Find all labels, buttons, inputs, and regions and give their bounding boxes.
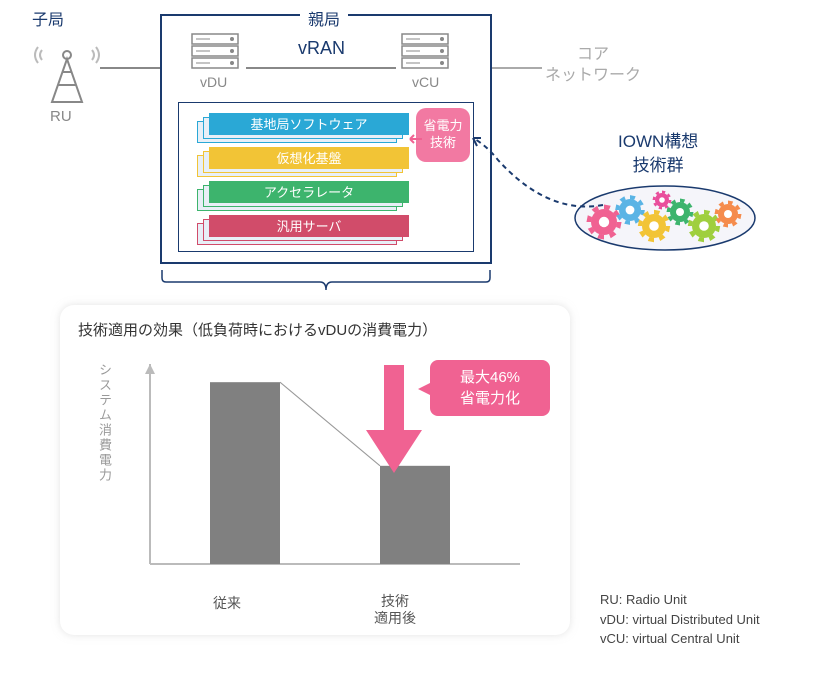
bracket-icon xyxy=(160,268,492,299)
stack-layer-0: 基地局ソフトウェア xyxy=(209,113,409,135)
power-saving-badge: 省電力 技術 xyxy=(416,108,470,162)
vcu-server-icon xyxy=(400,32,450,77)
vdu-server-icon xyxy=(190,32,240,77)
badge-arrow-icon xyxy=(406,132,422,151)
ru-label: RU xyxy=(50,108,72,125)
legend-vdu: vDU: virtual Distributed Unit xyxy=(600,610,760,630)
vran-label: vRAN xyxy=(298,38,345,59)
legend-box: RU: Radio Unit vDU: virtual Distributed … xyxy=(600,590,760,649)
chart-panel: 技術適用の効果（低負荷時におけるvDUの消費電力） システム消費電力 従来 技術… xyxy=(60,305,570,635)
child-station-label: 子局 xyxy=(32,6,64,30)
parent-station-text: 親局 xyxy=(308,12,340,29)
chart-title: 技術適用の効果（低負荷時におけるvDUの消費電力） xyxy=(60,305,570,346)
down-arrow-icon xyxy=(366,365,422,480)
legend-vcu: vCU: virtual Central Unit xyxy=(600,629,760,649)
vcu-label: vCU xyxy=(412,74,439,90)
link-ru-parent xyxy=(100,67,160,69)
vdu-label: vDU xyxy=(200,74,227,90)
callout-tail-icon xyxy=(418,381,434,402)
ru-antenna-icon xyxy=(32,30,102,115)
chart-xlabel-0: 従来 xyxy=(192,593,262,613)
parent-station-label: 親局 xyxy=(300,6,348,30)
link-parent-core xyxy=(492,67,542,69)
chart-xlabel-1: 技術 適用後 xyxy=(360,593,430,627)
stack-layer-2: アクセラレータ xyxy=(209,181,409,203)
core-network-label: コア ネットワーク xyxy=(545,45,641,87)
stack-layer-1: 仮想化基盤 xyxy=(209,147,409,169)
chart-ylabel: システム消費電力 xyxy=(98,363,114,483)
iown-arrow xyxy=(468,130,608,225)
callout-badge: 最大46% 省電力化 xyxy=(430,360,550,416)
iown-title: IOWN構想 技術群 xyxy=(618,130,698,178)
stack-layer-3: 汎用サーバ xyxy=(209,215,409,237)
legend-ru: RU: Radio Unit xyxy=(600,590,760,610)
vran-line xyxy=(246,67,396,69)
